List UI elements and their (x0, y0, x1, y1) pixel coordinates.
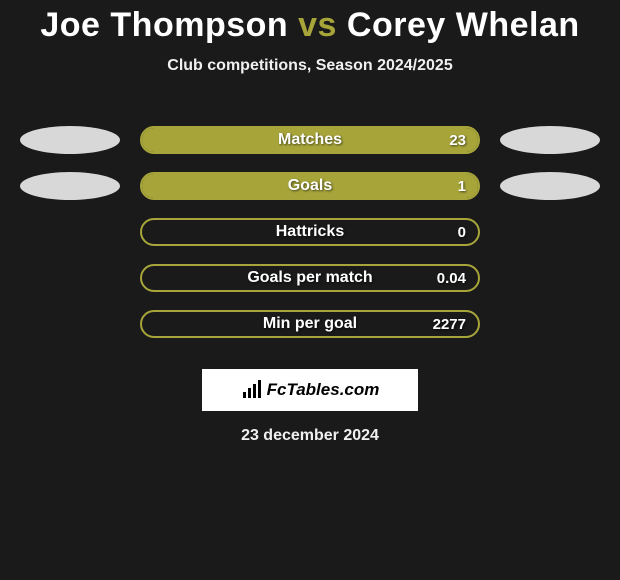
stat-row: Goals per match0.04 (0, 255, 620, 301)
stat-bar-fill (142, 128, 478, 152)
stat-value: 2277 (433, 312, 466, 336)
right-oval (500, 172, 600, 200)
stat-bar: Min per goal2277 (140, 310, 480, 338)
right-oval (500, 126, 600, 154)
stat-value: 0.04 (437, 266, 466, 290)
stat-row: Goals1 (0, 163, 620, 209)
stat-bar-fill (142, 174, 478, 198)
stat-value: 0 (458, 220, 466, 244)
stat-row: Min per goal2277 (0, 301, 620, 347)
stat-bar: Goals per match0.04 (140, 264, 480, 292)
stats-list: Matches23 Goals1 Hattricks0 Goals per match… (0, 117, 620, 347)
stat-bar: Hattricks0 (140, 218, 480, 246)
left-oval (20, 172, 120, 200)
player-b-name: Corey Whelan (347, 6, 580, 44)
footer-date: 23 december 2024 (0, 427, 620, 445)
stat-label: Min per goal (142, 312, 478, 336)
stat-row: Matches23 (0, 117, 620, 163)
brand-text: FcTables.com (267, 380, 380, 400)
page-title: Joe Thompson vs Corey Whelan (0, 6, 620, 45)
stat-bar: Matches23 (140, 126, 480, 154)
stat-bar: Goals1 (140, 172, 480, 200)
comparison-card: Joe Thompson vs Corey Whelan Club compet… (0, 0, 620, 445)
player-a-name: Joe Thompson (40, 6, 288, 44)
stat-label: Hattricks (142, 220, 478, 244)
bar-chart-icon (241, 380, 263, 400)
subtitle: Club competitions, Season 2024/2025 (0, 57, 620, 75)
stat-label: Goals per match (142, 266, 478, 290)
left-oval (20, 126, 120, 154)
brand-badge[interactable]: FcTables.com (202, 369, 418, 411)
stat-row: Hattricks0 (0, 209, 620, 255)
vs-text: vs (298, 6, 337, 44)
